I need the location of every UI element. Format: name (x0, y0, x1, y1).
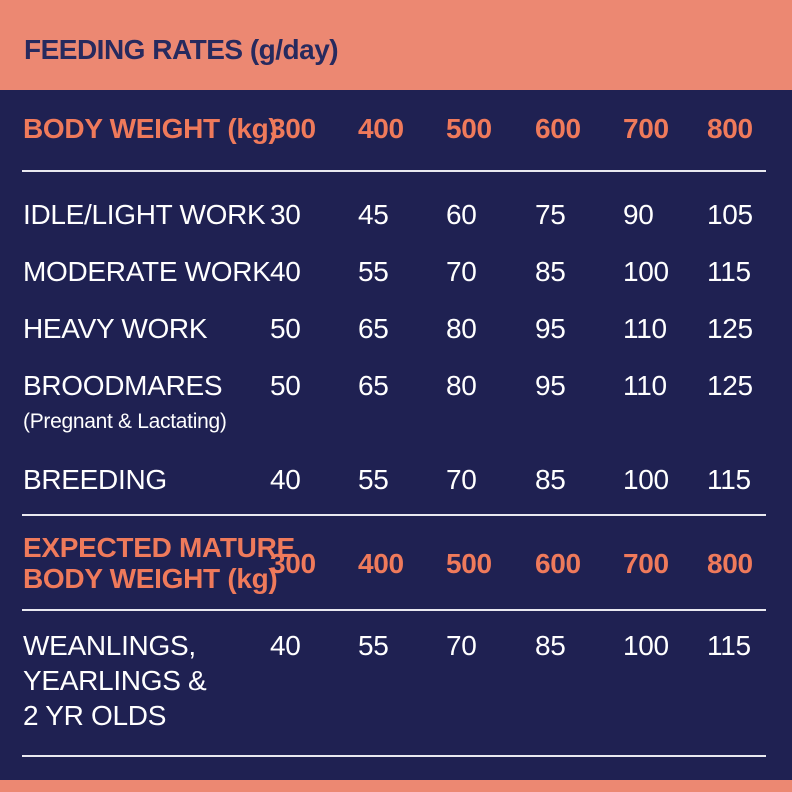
row-value: 100 (623, 630, 669, 661)
header-value: 800 (707, 548, 753, 579)
row-value: 80 (446, 313, 477, 344)
header-label-line2: BODY WEIGHT (kg) (23, 563, 278, 594)
row-value: 60 (446, 199, 477, 230)
header-value: 600 (535, 548, 581, 579)
row-value: 125 (707, 370, 753, 401)
row-label: MODERATE WORK (23, 256, 271, 287)
row-value: 40 (270, 256, 301, 287)
header-label-line1: EXPECTED MATURE (23, 532, 295, 563)
header-value: 300 (270, 548, 316, 579)
row-value: 125 (707, 313, 753, 344)
row-value: 40 (270, 464, 301, 495)
row-label: HEAVY WORK (23, 313, 208, 344)
row-value: 70 (446, 464, 477, 495)
row-value: 30 (270, 199, 301, 230)
header-value: 600 (535, 113, 581, 144)
row-value: 50 (270, 313, 301, 344)
row-value: 95 (535, 313, 566, 344)
header-value: 800 (707, 113, 753, 144)
row-value: 110 (623, 313, 667, 344)
row-value: 40 (270, 630, 301, 661)
header-label: BODY WEIGHT (kg) (23, 113, 278, 144)
row-value: 85 (535, 630, 566, 661)
row-value: 80 (446, 370, 477, 401)
row-value: 55 (358, 464, 389, 495)
row-label-line2: YEARLINGS & (23, 665, 207, 696)
row-value: 65 (358, 370, 389, 401)
row-value: 115 (707, 256, 751, 287)
row-value: 115 (707, 464, 751, 495)
row-value: 115 (707, 630, 751, 661)
row-value: 70 (446, 630, 477, 661)
row-value: 100 (623, 256, 669, 287)
page-title: FEEDING RATES (g/day) (24, 34, 339, 65)
divider (22, 514, 766, 516)
divider (22, 609, 766, 611)
row-value: 100 (623, 464, 669, 495)
header-value: 700 (623, 548, 669, 579)
row-value: 90 (623, 199, 654, 230)
row-value: 65 (358, 313, 389, 344)
divider (22, 755, 766, 757)
row-label-line3: 2 YR OLDS (23, 700, 167, 731)
header-value: 500 (446, 548, 492, 579)
bottom-band (0, 780, 792, 792)
row-value: 45 (358, 199, 389, 230)
row-label: BROODMARES (23, 370, 223, 401)
row-value: 50 (270, 370, 301, 401)
header-value: 500 (446, 113, 492, 144)
row-value: 55 (358, 630, 389, 661)
header-value: 700 (623, 113, 669, 144)
divider (22, 170, 766, 172)
row-value: 70 (446, 256, 477, 287)
row-value: 95 (535, 370, 566, 401)
row-value: 75 (535, 199, 566, 230)
header-value: 300 (270, 113, 316, 144)
title-band: FEEDING RATES (g/day) (0, 0, 792, 90)
row-value: 85 (535, 256, 566, 287)
header-value: 400 (358, 113, 404, 144)
row-sublabel: (Pregnant & Lactating) (23, 410, 227, 433)
row-label: BREEDING (23, 464, 167, 495)
row-label: IDLE/LIGHT WORK (23, 199, 266, 230)
row-value: 105 (707, 199, 753, 230)
row-label-line1: WEANLINGS, (23, 630, 196, 661)
row-value: 110 (623, 370, 667, 401)
row-value: 85 (535, 464, 566, 495)
row-value: 55 (358, 256, 389, 287)
header-value: 400 (358, 548, 404, 579)
